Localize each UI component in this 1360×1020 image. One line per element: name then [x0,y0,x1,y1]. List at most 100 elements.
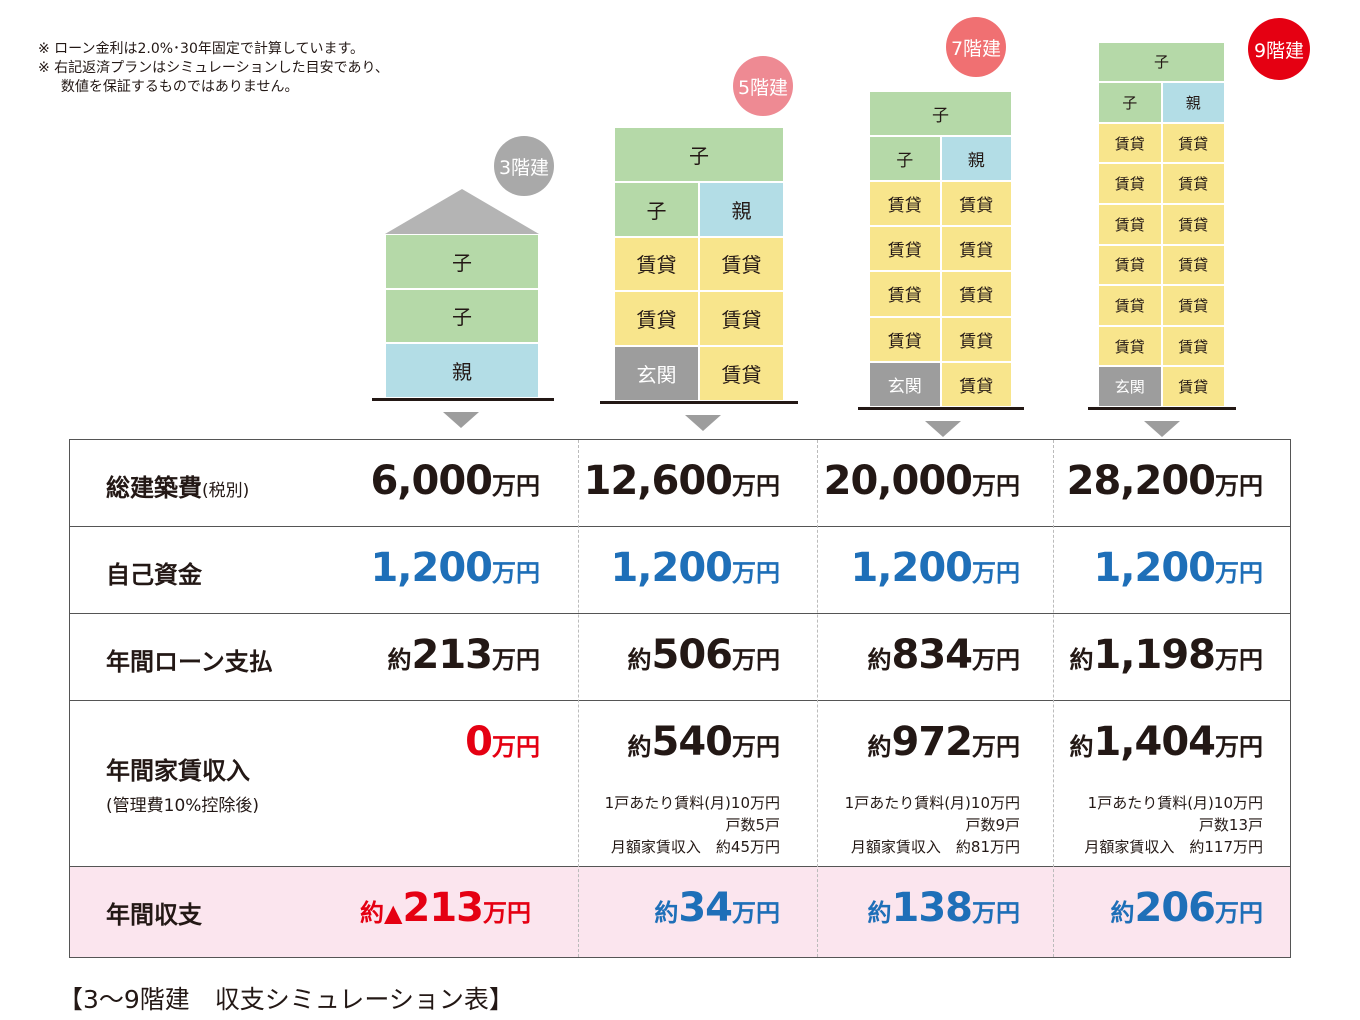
value-prefix: 約 [627,733,652,761]
floor-cell-rental: 賃貸 [869,316,941,362]
row-sublabel: (管理費10%控除後) [106,796,260,816]
rent-detail: 1戸あたり賃料(月)10万円 戸数9戸 月額家賃収入 約81万円 [845,792,1020,858]
value-number: 1,200 [1093,545,1216,591]
floor-cell-parent: 親 [699,181,784,237]
value-prefix: 約 [627,646,652,674]
simulation-table: 総建築費(税別) 自己資金 年間ローン支払 年間家賃収入 (管理費10%控除後)… [69,439,1291,958]
value-total-cost: 6,000万円 [370,458,540,504]
floor-count-badge: 7階建 [946,17,1006,77]
floor-cell-rental: 賃貸 [1161,325,1225,367]
row-label: 自己資金 [106,561,202,589]
value-total-cost: 12,600万円 [584,458,780,504]
value-balance: 約206万円 [1111,885,1264,931]
value-unit: 万円 [1215,733,1263,761]
value-rent: 約1,404万円 [1069,719,1263,765]
value-number: 206 [1134,885,1216,931]
column-divider [817,440,818,957]
rent-detail: 1戸あたり賃料(月)10万円戸数13戸月額家賃収入 約117万円 [1084,792,1263,858]
value-unit: 万円 [972,472,1020,500]
floor-count-badge: 9階建 [1248,18,1310,80]
rent-detail-line: 戸数13戸 [1198,816,1263,834]
value-own-funds: 1,200万円 [370,545,540,591]
floor-cell-rental: 賃貸 [699,236,784,292]
value-prefix: 約▲ [360,899,403,927]
value-unit: 万円 [492,472,540,500]
floor-cell-rental: 賃貸 [1161,244,1225,286]
floor-cell-rental: 賃貸 [614,236,699,292]
floor-cell-parent: 親 [940,135,1012,181]
rent-detail-line: 月額家賃収入 約117万円 [1084,838,1263,856]
value-prefix: 約 [867,646,892,674]
value-own-funds: 1,200万円 [610,545,780,591]
floor-cell-rental: 賃貸 [699,346,784,401]
floor-cell-rental: 賃貸 [614,291,699,347]
value-prefix: 約 [867,899,892,927]
floor-cell-kid: 子 [869,90,1012,136]
rent-detail-line: 1戸あたり賃料(月)10万円 [604,794,780,812]
value-unit: 万円 [1215,646,1263,674]
roof-shape [385,188,539,234]
value-unit: 万円 [1215,899,1263,927]
value-unit: 万円 [732,472,780,500]
value-number: 28,200 [1066,458,1216,504]
floor-cell-rental: 賃貸 [940,271,1012,317]
row-label: 年間ローン支払 [106,648,273,676]
floor-count-badge: 3階建 [494,136,554,196]
floor-cell-rental: 賃貸 [1161,204,1225,245]
floor-cell-rental: 賃貸 [1098,285,1162,326]
value-total-cost: 28,200万円 [1067,458,1263,504]
ground-line [858,407,1024,410]
floor-cell-rental: 賃貸 [1161,366,1225,407]
table-caption: 【3〜9階建 収支シミュレーション表】 [58,985,514,1014]
floor-cell-rental: 賃貸 [1161,122,1225,164]
value-unit: 万円 [492,646,540,674]
floor-cell-rental: 賃貸 [1161,163,1225,204]
floor-cell-kid: 子 [614,181,699,237]
down-arrow-icon [685,415,721,431]
value-number: 0 [465,719,493,765]
value-unit: 万円 [1215,472,1263,500]
value-loan: 約1,198万円 [1069,632,1263,678]
rent-detail-line: 戸数5戸 [725,816,780,834]
note-line: 数値を保証するものではありません。 [38,79,299,95]
value-number: 1,200 [370,545,493,591]
floor-cell-entrance: 玄関 [614,346,699,401]
value-number: 12,600 [583,458,733,504]
floor-cell-kid: 子 [385,288,539,344]
column-divider [1053,440,1054,957]
down-arrow-icon [925,421,961,437]
disclaimer-notes: ※ ローン金利は2.0%･30年固定で計算しています。 ※ 右記返済プランはシミ… [38,40,389,97]
value-number: 213 [411,632,493,678]
ground-line [600,401,798,404]
value-rent: 約540万円 [628,719,781,765]
value-number: 1,404 [1093,719,1216,765]
floor-cell-rental: 賃貸 [869,226,941,272]
floor-cell-rental: 賃貸 [699,291,784,347]
floor-cell-rental: 賃貸 [1098,163,1162,204]
value-unit: 万円 [972,899,1020,927]
value-unit: 万円 [732,559,780,587]
value-number: 834 [891,632,973,678]
floor-cell-kid: 子 [385,233,539,289]
floor-cell-entrance: 玄関 [869,361,941,407]
value-number: 138 [891,885,973,931]
floor-cell-entrance: 玄関 [1098,366,1162,407]
value-unit: 万円 [972,733,1020,761]
value-loan: 約213万円 [388,632,541,678]
value-prefix: 約 [1069,733,1094,761]
note-line: ※ ローン金利は2.0%･30年固定で計算しています。 [38,41,365,57]
note-line: ※ 右記返済プランはシミュレーションした目安であり、 [38,60,389,76]
rent-detail-line: 1戸あたり賃料(月)10万円 [1087,794,1263,812]
floor-cell-parent: 親 [1161,82,1225,123]
row-loan: 年間ローン支払 [70,614,1290,701]
floor-cell-rental: 賃貸 [1161,285,1225,326]
value-number: 213 [402,885,484,931]
row-rent-income: 年間家賃収入 (管理費10%控除後) [70,701,1290,867]
value-rent: 約972万円 [868,719,1021,765]
value-number: 20,000 [823,458,973,504]
floor-cell-rental: 賃貸 [869,271,941,317]
value-number: 506 [651,632,733,678]
value-number: 972 [891,719,973,765]
rent-detail-line: 月額家賃収入 約81万円 [850,838,1020,856]
floor-count-badge: 5階建 [733,56,793,116]
